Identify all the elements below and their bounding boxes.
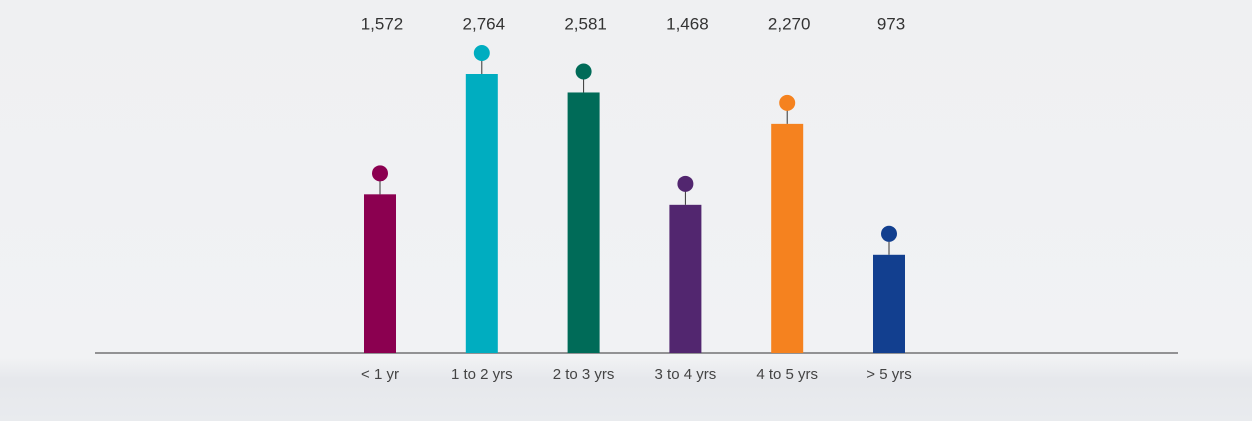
marker-dot <box>575 63 592 80</box>
marker-dot <box>473 45 490 61</box>
x-tick-label: 4 to 5 yrs <box>756 366 818 383</box>
marker-dot <box>881 225 897 242</box>
value-label: 1,468 <box>666 14 709 33</box>
bar <box>465 74 498 353</box>
bar <box>567 92 600 354</box>
x-tick-label: 3 to 4 yrs <box>655 366 717 383</box>
value-label: 1,572 <box>361 14 404 33</box>
marker-dot <box>779 94 796 111</box>
bar <box>669 204 702 353</box>
bar <box>364 194 396 353</box>
marker-dot <box>372 165 388 182</box>
value-label: 2,270 <box>768 14 811 33</box>
x-tick-label: > 5 yrs <box>866 366 911 383</box>
value-label: 2,764 <box>463 14 506 33</box>
x-tick-label: 2 to 3 yrs <box>553 366 615 383</box>
bar <box>873 254 905 353</box>
marker-dot <box>677 175 694 192</box>
value-label: 2,581 <box>564 14 607 33</box>
bar <box>771 123 804 353</box>
value-label: 973 <box>877 14 905 33</box>
x-tick-label: 1 to 2 yrs <box>451 366 513 383</box>
x-tick-label: < 1 yr <box>361 366 399 383</box>
